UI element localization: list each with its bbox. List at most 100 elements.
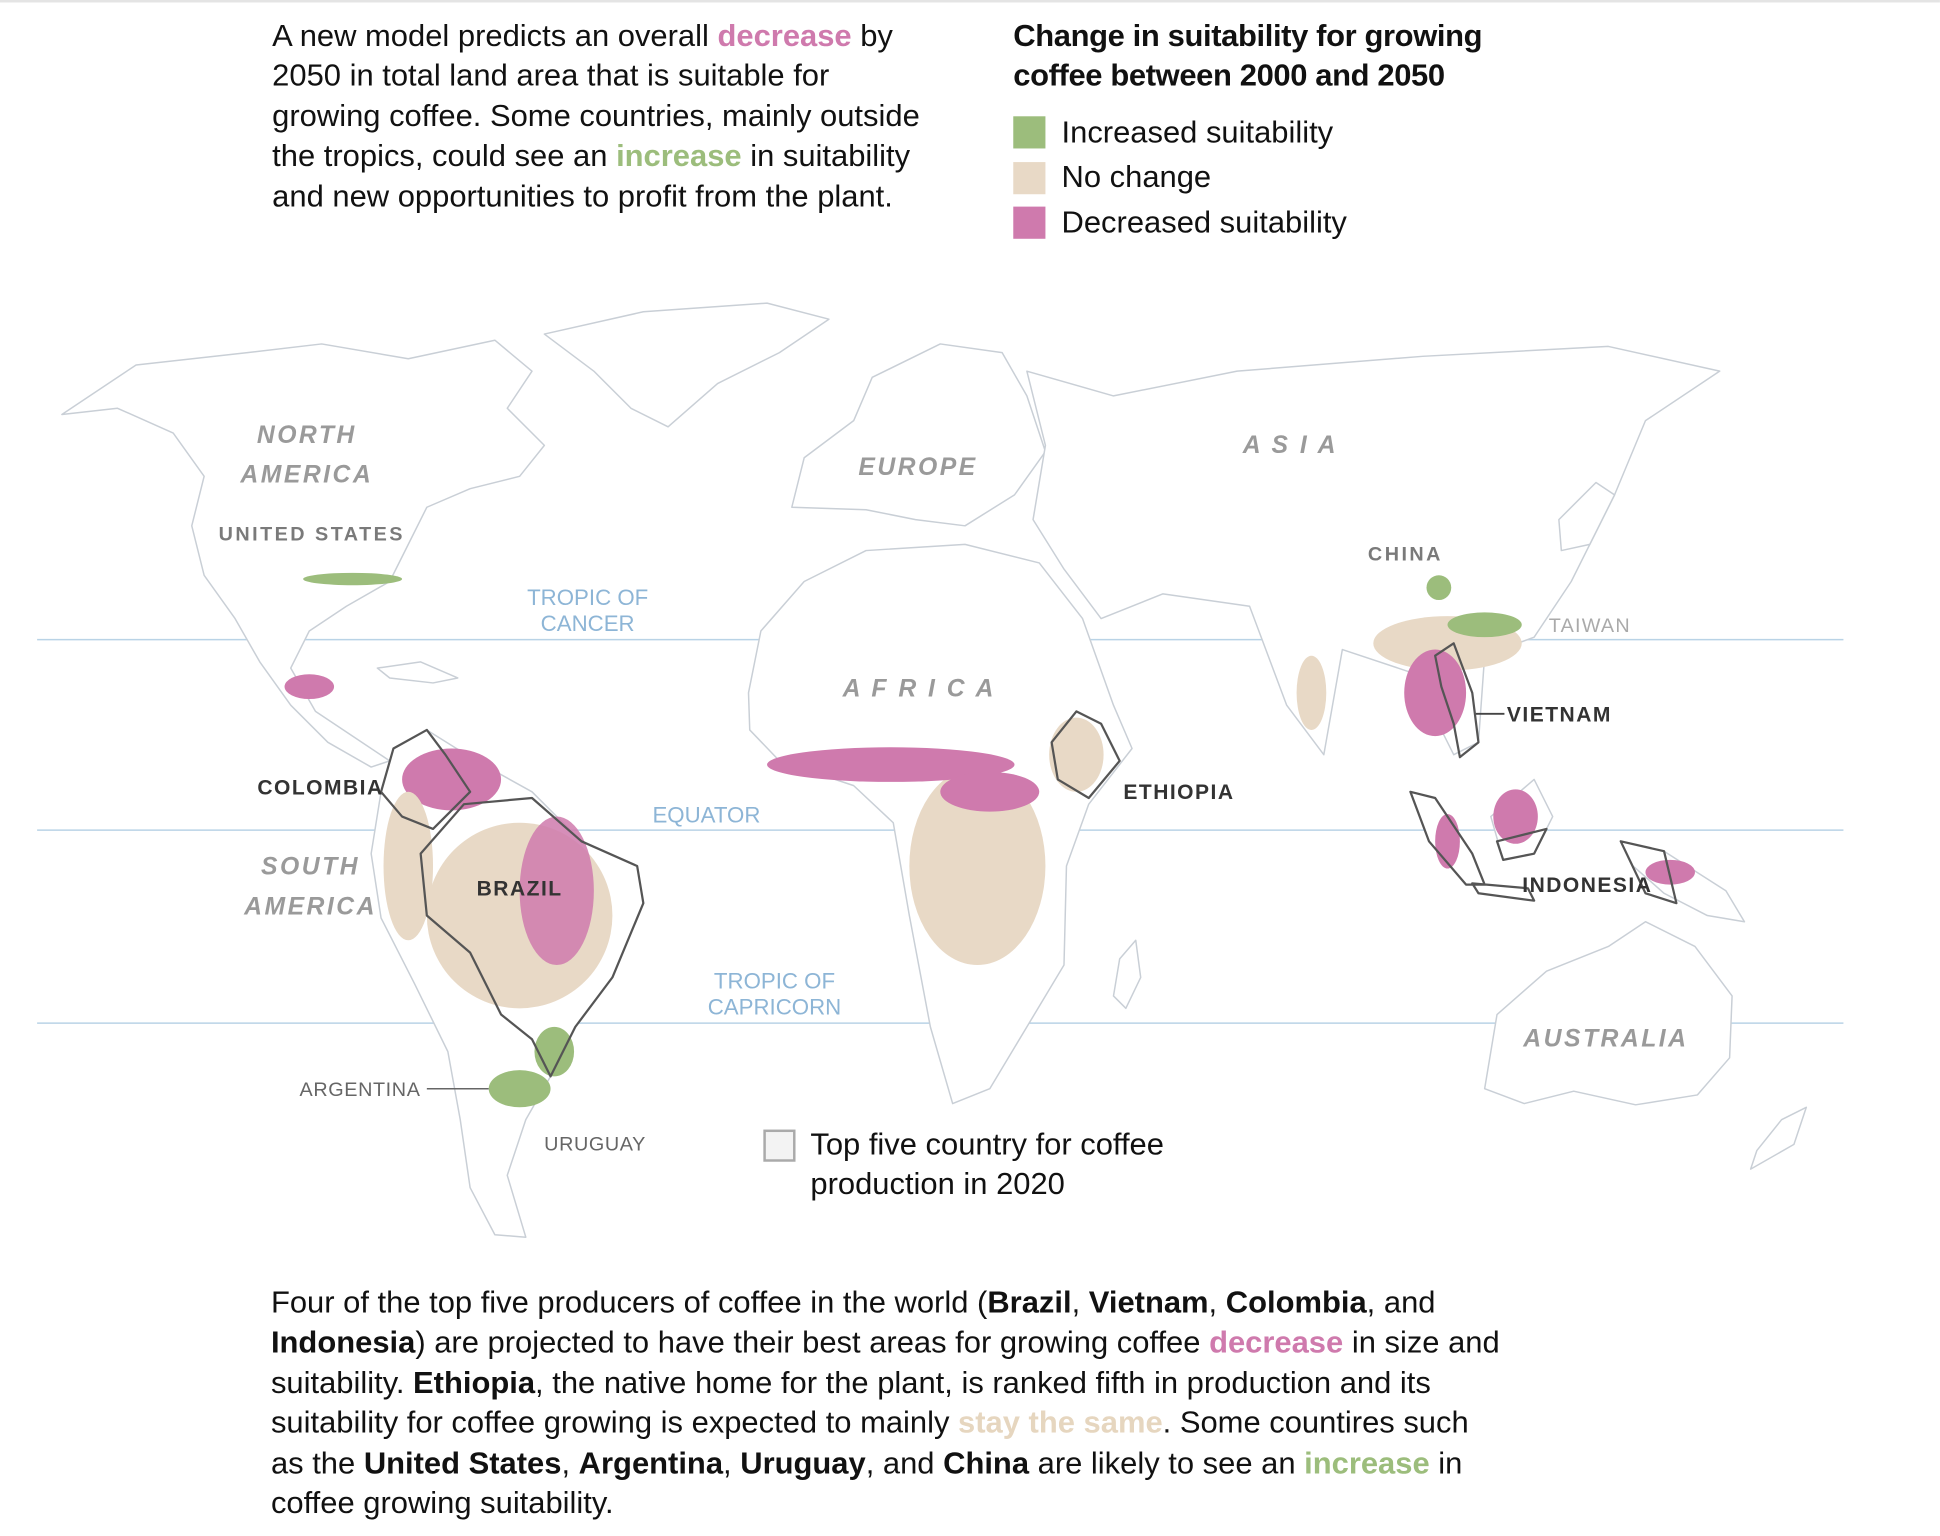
africa-label: A F R I C A	[842, 676, 996, 703]
caribbean	[376, 661, 459, 684]
united-states-bold: United States	[363, 1445, 562, 1481]
tropic-of-capricorn-label: TROPIC OF	[714, 969, 835, 994]
argentina-label: ARGENTINA	[300, 1079, 421, 1101]
equator-label: EQUATOR	[652, 803, 760, 828]
europe	[791, 343, 1047, 527]
argentina-bold: Argentina	[578, 1445, 724, 1481]
united-states-label: UNITED STATES	[219, 524, 405, 546]
decrease-region	[402, 748, 502, 811]
outro-text: in size and suitability.	[270, 1325, 1500, 1401]
legend-label: Increased suitability	[1061, 114, 1334, 150]
legend-item-no-change: No change	[1013, 155, 1557, 200]
australia	[1483, 920, 1733, 1106]
china-label: CHINA	[1368, 543, 1443, 565]
decrease-highlight: decrease	[717, 18, 852, 54]
asia	[1026, 345, 1721, 756]
decrease-region	[1493, 789, 1538, 844]
vietnam-label: VIETNAM	[1507, 703, 1612, 726]
brazil-label: BRAZIL	[477, 878, 563, 901]
increase-region	[1426, 575, 1452, 601]
legend-label: No change	[1061, 159, 1212, 195]
south-america-label: SOUTH	[261, 854, 360, 881]
tropic-of-cancer-label: CANCER	[541, 611, 635, 636]
colombia-label: COLOMBIA	[257, 776, 383, 799]
legend-label: Decreased suitability	[1061, 204, 1347, 240]
outro-text: . Some countires such as the	[270, 1405, 1469, 1481]
no-change-region	[383, 791, 434, 941]
outro-paragraph: Four of the top five producers of coffee…	[271, 1283, 1508, 1524]
increase-region	[1447, 612, 1522, 638]
asia-label: A S I A	[1242, 432, 1338, 459]
no-change-region	[1049, 717, 1104, 792]
tropic-of-capricorn-label: CAPRICORN	[708, 995, 842, 1020]
colombia-outline	[379, 728, 472, 831]
intro-text: by 2050 in total land area that is suita…	[272, 18, 920, 174]
decrease-region	[767, 747, 1015, 782]
ethiopia-label: ETHIOPIA	[1123, 781, 1234, 804]
outro-text: ,	[723, 1445, 741, 1481]
indonesia-bold: Indonesia	[270, 1325, 416, 1361]
brazil-bold: Brazil	[987, 1285, 1072, 1321]
increased-swatch	[1013, 116, 1046, 149]
vietnam-bold: Vietnam	[1088, 1285, 1209, 1321]
uruguay-bold: Uruguay	[740, 1445, 866, 1481]
north-america	[61, 339, 546, 768]
legend: Change in suitability for growing coffee…	[1013, 16, 1557, 245]
decreased-swatch	[1013, 206, 1046, 239]
suitability-overlay	[284, 572, 1695, 1108]
outro-text: are likely to see an	[1029, 1445, 1305, 1481]
no-change-region	[1296, 655, 1327, 730]
top-five-outline-swatch	[763, 1129, 796, 1162]
increase-region	[488, 1070, 551, 1108]
outro-text: , and	[1366, 1285, 1436, 1321]
outro-text: ,	[561, 1445, 579, 1481]
decrease-region	[284, 674, 335, 700]
increase-highlight: increase	[1304, 1445, 1430, 1481]
ethiopia-bold: Ethiopia	[413, 1365, 536, 1401]
top-divider	[0, 0, 1940, 3]
outro-text: ) are projected to have their best areas…	[415, 1325, 1210, 1361]
decrease-highlight: decrease	[1209, 1325, 1344, 1361]
outro-text: , and	[865, 1445, 944, 1481]
legend-title: Change in suitability for growing coffee…	[1013, 18, 1483, 94]
japan	[1558, 481, 1616, 552]
madagascar	[1112, 939, 1142, 1010]
brazil-outline	[419, 796, 645, 1078]
increase-highlight: increase	[616, 138, 742, 174]
top-five-legend: Top five country for coffee production i…	[763, 1127, 1255, 1205]
uruguay-label: URUGUAY	[544, 1134, 646, 1156]
greenland	[543, 302, 830, 428]
ethiopia-outline	[1050, 710, 1121, 800]
no-change-region	[909, 767, 1046, 966]
intro-text: A new model predicts an overall	[272, 18, 718, 54]
outro-text: Four of the top five producers of coffee…	[270, 1285, 988, 1321]
china-bold: China	[943, 1445, 1030, 1481]
colombia-bold: Colombia	[1225, 1285, 1367, 1321]
top-five-outlines	[379, 642, 1678, 1078]
europe-label: EUROPE	[858, 454, 977, 481]
australia-label: AUSTRALIA	[1522, 1026, 1688, 1053]
south-america-label: AMERICA	[243, 893, 377, 920]
legend-item-decreased: Decreased suitability	[1013, 200, 1557, 245]
north-america-label: AMERICA	[239, 462, 373, 489]
decrease-region	[519, 816, 594, 966]
decrease-region	[1404, 649, 1467, 737]
legend-item-increased: Increased suitability	[1013, 110, 1557, 155]
outro-text: in coffee growing suitability.	[270, 1445, 1463, 1521]
indonesia-outline	[1409, 790, 1678, 905]
increase-region	[303, 572, 403, 586]
tropic-of-cancer-label: TROPIC OF	[527, 585, 648, 610]
intro-paragraph: A new model predicts an overall decrease…	[272, 16, 940, 216]
outro-text: ,	[1208, 1285, 1226, 1321]
outro-text: ,	[1071, 1285, 1089, 1321]
taiwan-label: TAIWAN	[1549, 615, 1631, 637]
top-five-legend-label: Top five country for coffee production i…	[810, 1127, 1164, 1202]
vietnam-outline	[1434, 642, 1480, 759]
stay-same-highlight: stay the same	[958, 1405, 1163, 1441]
new-zealand	[1749, 1106, 1808, 1170]
no-change-swatch	[1013, 161, 1046, 194]
intro-text: in suitability and new opportunities to …	[272, 138, 911, 214]
decrease-region	[1645, 859, 1695, 885]
outro-text: , the native home for the plant, is rank…	[270, 1365, 1431, 1441]
